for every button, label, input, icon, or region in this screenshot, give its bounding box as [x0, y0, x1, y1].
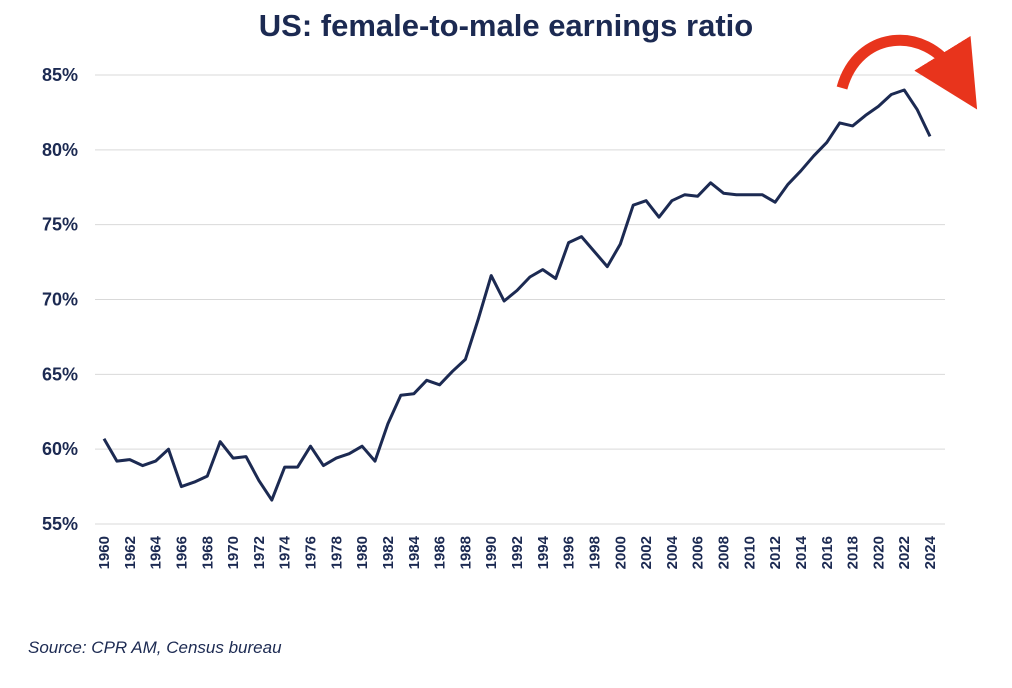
x-tick-label: 1986 — [432, 536, 449, 569]
x-tick-label: 1974 — [277, 535, 294, 569]
y-tick-label: 80% — [42, 140, 78, 160]
y-axis-ticks: 55% 60% 65% 70% 75% 80% 85% — [42, 65, 78, 534]
x-tick-label: 2012 — [767, 536, 784, 569]
x-tick-label: 2002 — [638, 536, 655, 569]
x-tick-label: 2024 — [922, 535, 939, 569]
x-tick-label: 2018 — [845, 536, 862, 569]
y-tick-label: 60% — [42, 439, 78, 459]
x-tick-label: 2000 — [612, 536, 629, 569]
x-tick-label: 1960 — [96, 536, 113, 569]
chart-source: Source: CPR AM, Census bureau — [28, 638, 282, 657]
x-tick-label: 1998 — [586, 536, 603, 569]
x-tick-label: 1988 — [457, 536, 474, 569]
x-tick-label: 1990 — [483, 536, 500, 569]
x-tick-label: 1984 — [406, 535, 423, 569]
x-axis-ticks: 1960 1962 1964 1966 1968 1970 1972 1974 1976 1978… — [96, 535, 939, 569]
x-tick-label: 1976 — [303, 536, 320, 569]
x-tick-label: 1978 — [328, 536, 345, 569]
x-tick-label: 1962 — [122, 536, 139, 569]
x-tick-label: 2014 — [793, 535, 810, 569]
y-tick-label: 70% — [42, 290, 78, 310]
x-tick-label: 1972 — [251, 536, 268, 569]
x-tick-label: 1980 — [354, 536, 371, 569]
y-tick-label: 85% — [42, 65, 78, 85]
x-tick-label: 1964 — [148, 535, 165, 569]
series-line — [102, 88, 932, 502]
y-tick-label: 65% — [42, 364, 78, 384]
x-tick-label: 1994 — [535, 535, 552, 569]
x-tick-label: 1968 — [199, 536, 216, 569]
x-tick-label: 2020 — [870, 536, 887, 569]
chart-title: US: female-to-male earnings ratio — [258, 8, 754, 43]
x-tick-label: 2010 — [741, 536, 758, 569]
x-tick-label: 1996 — [561, 536, 578, 569]
x-tick-label: 1970 — [225, 536, 242, 569]
x-tick-label: 2006 — [690, 536, 707, 569]
red-arrow-icon — [836, 34, 978, 110]
y-tick-label: 55% — [42, 514, 78, 534]
x-tick-label: 2016 — [819, 536, 836, 569]
y-tick-label: 75% — [42, 215, 78, 235]
x-tick-label: 2008 — [716, 536, 733, 569]
x-tick-label: 1966 — [173, 536, 190, 569]
x-tick-label: 2022 — [896, 536, 913, 569]
x-tick-label: 2004 — [664, 535, 681, 569]
gridlines — [95, 74, 945, 525]
x-tick-label: 1992 — [509, 536, 526, 569]
x-tick-label: 1982 — [380, 536, 397, 569]
